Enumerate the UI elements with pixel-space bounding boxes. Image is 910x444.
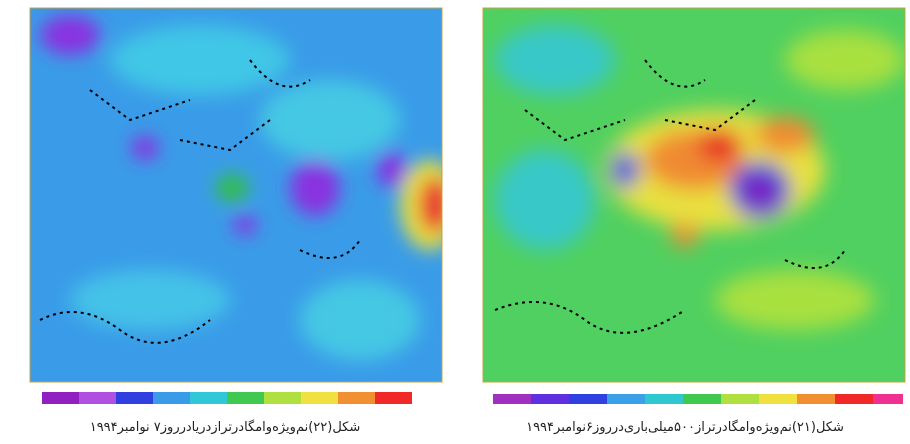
colorbar [42, 392, 412, 404]
map-border [29, 7, 443, 383]
map-left [0, 0, 445, 404]
caption: شکل(۲۲)نم‌ویژه‌وامگادرترازدریادرروز۷ نوا… [89, 420, 361, 435]
caption: شکل(۲۱)نم‌ویژه‌وامگادرتراز۵۰۰میلی‌باری‌د… [526, 420, 844, 435]
map-right [482, 7, 906, 404]
field [483, 8, 905, 382]
map-border [482, 7, 906, 383]
colorbar [493, 394, 903, 404]
field [30, 8, 442, 382]
